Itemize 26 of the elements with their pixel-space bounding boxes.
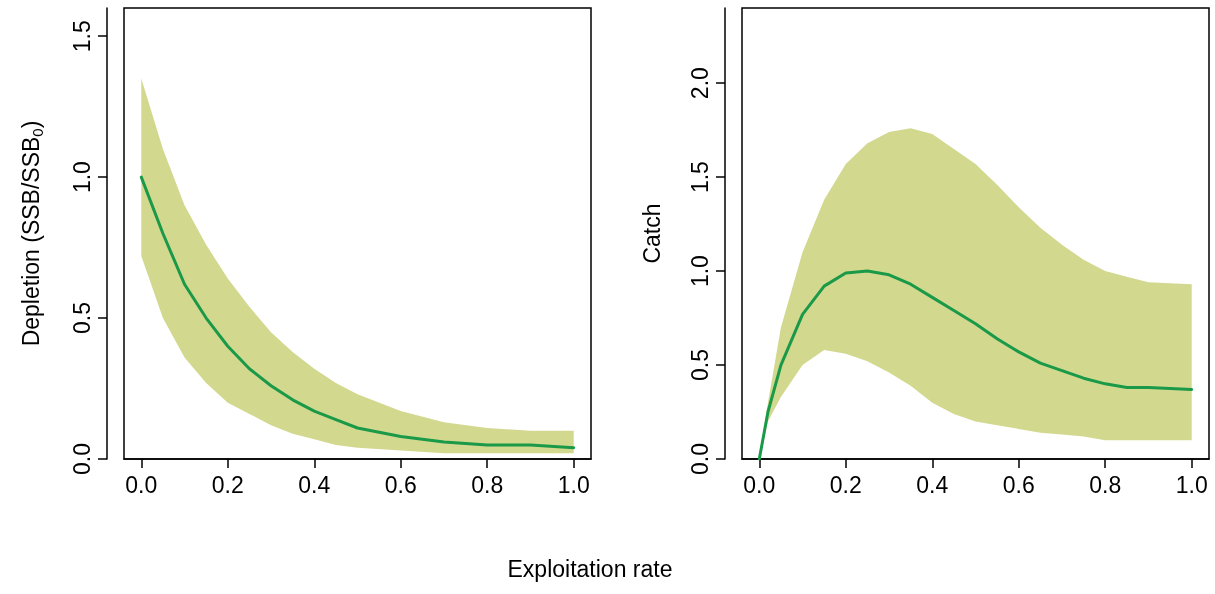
x-tick-label: 0.2 xyxy=(829,471,862,498)
y-axis-title: Catch xyxy=(638,203,665,264)
x-tick-label: 0.8 xyxy=(1089,471,1122,498)
y-tick-label: 1.0 xyxy=(686,255,713,288)
y-tick-label: 0.0 xyxy=(686,443,713,475)
x-tick-label: 0.4 xyxy=(916,471,949,498)
x-tick-label: 0.2 xyxy=(211,471,244,498)
x-tick-label: 0.0 xyxy=(125,471,158,498)
y-tick-label: 0.5 xyxy=(68,302,95,335)
y-tick-label: 1.0 xyxy=(68,161,95,194)
x-tick-label: 1.0 xyxy=(1175,471,1208,498)
y-tick-label: 1.5 xyxy=(686,161,713,194)
x-tick-label: 0.6 xyxy=(1002,471,1035,498)
x-tick-label: 0.6 xyxy=(384,471,417,498)
line-series xyxy=(139,175,576,450)
x-tick-label: 1.0 xyxy=(557,471,590,498)
x-axis-title: Exploitation rate xyxy=(506,556,674,583)
y-tick-label: 1.5 xyxy=(68,20,95,53)
y-axis-title: Depletion (SSB/SSB0) xyxy=(17,120,46,347)
y-tick-label: 0.0 xyxy=(68,443,95,475)
y-tick-label: 0.5 xyxy=(686,349,713,382)
line-series xyxy=(757,269,1194,461)
x-tick-label: 0.0 xyxy=(743,471,776,498)
y-tick-label: 2.0 xyxy=(686,67,713,100)
x-tick-label: 0.4 xyxy=(298,471,331,498)
x-tick-label: 0.8 xyxy=(471,471,504,498)
